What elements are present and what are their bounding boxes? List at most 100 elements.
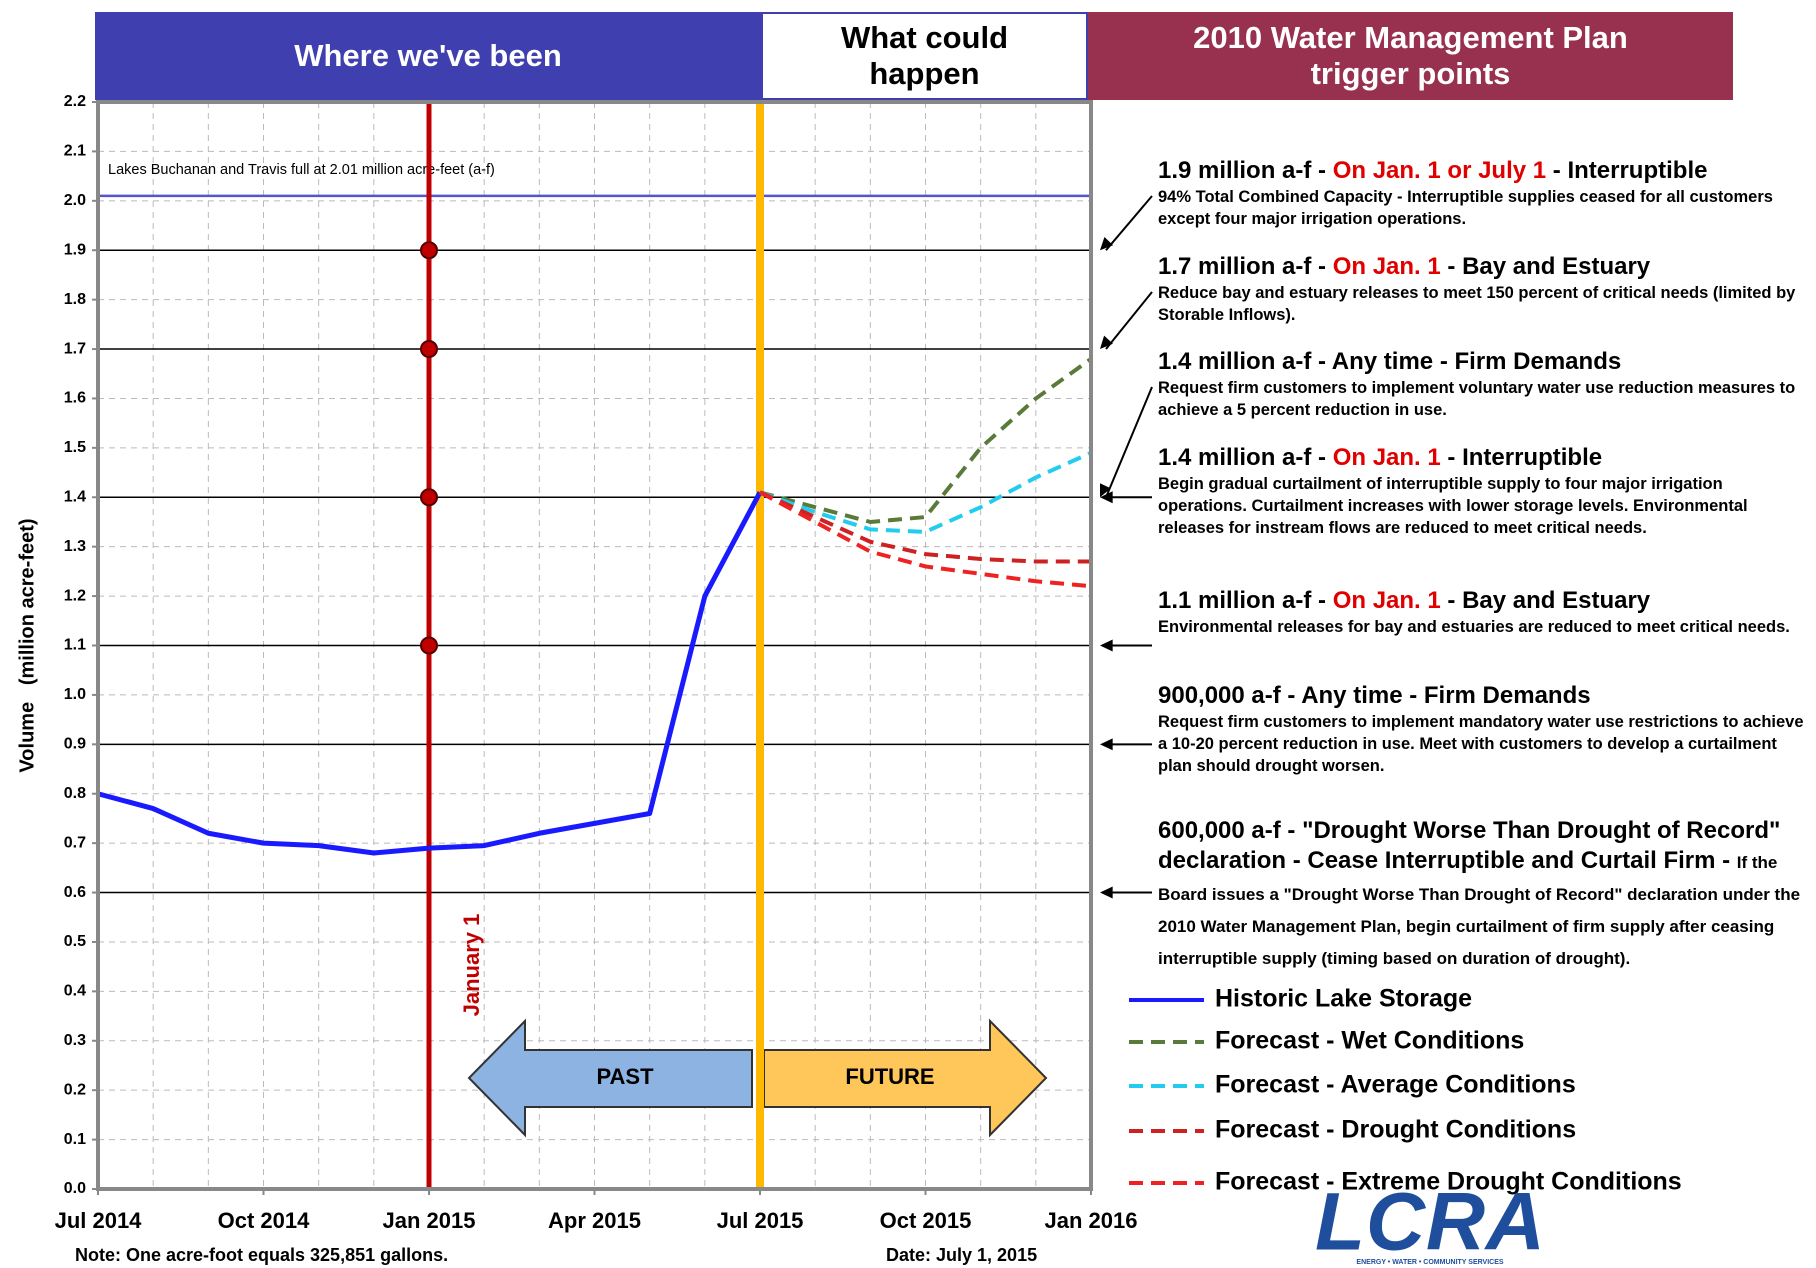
- heading-part: 600,000 a-f - "Drought Worse Than Drough…: [1158, 817, 1781, 874]
- full-label: Lakes Buchanan and Travis full at 2.01 m…: [108, 162, 495, 178]
- pointer-head: [1100, 491, 1113, 504]
- legend-label: Forecast - Extreme Drought Conditions: [1215, 1168, 1682, 1196]
- trigger-text: 1.9 million a-f - On Jan. 1 or July 1 - …: [1158, 156, 1808, 230]
- note: Note: One acre-foot equals 325,851 gallo…: [75, 1245, 448, 1265]
- heading-part: On Jan. 1: [1332, 587, 1441, 614]
- future-arrow: [763, 1018, 1048, 1138]
- pointer-head: [1100, 639, 1113, 652]
- x-tick-label: Jul 2015: [717, 1208, 804, 1233]
- y-tick-label: 1.2: [64, 587, 86, 604]
- series-line: [97, 491, 763, 856]
- pointer-head: [1100, 738, 1113, 751]
- arrow-label: FUTURE: [845, 1064, 934, 1089]
- legend-label: Historic Lake Storage: [1215, 985, 1472, 1013]
- trigger-text: 1.1 million a-f - On Jan. 1 - Bay and Es…: [1158, 586, 1808, 638]
- y-tick-label: 0.8: [64, 785, 86, 802]
- heading-part: - Interruptible: [1546, 157, 1708, 184]
- y-tick-label: 1.1: [64, 637, 86, 654]
- pointer-head: [1100, 886, 1113, 899]
- trigger-marker: [420, 488, 438, 507]
- y-tick-label: 0.6: [64, 884, 86, 901]
- x-tick-label: Jul 2014: [55, 1208, 143, 1233]
- legend-label: Forecast - Average Conditions: [1215, 1071, 1576, 1099]
- y-tick-label: 1.9: [64, 241, 86, 258]
- y-tick-label: 0.9: [64, 736, 86, 753]
- trigger-text: 1.7 million a-f - On Jan. 1 - Bay and Es…: [1158, 252, 1808, 326]
- trigger-text: 1.4 million a-f - Any time - Firm Demand…: [1158, 347, 1808, 421]
- y-tick-label: 1.4: [64, 488, 86, 505]
- trigger-heading: 1.4 million a-f - On Jan. 1 - Interrupti…: [1158, 443, 1808, 473]
- y-tick-label: 0.3: [64, 1032, 86, 1049]
- heading-part: On Jan. 1 or July 1: [1332, 157, 1547, 184]
- series-line: [759, 357, 1093, 524]
- x-tick-label: Apr 2015: [548, 1208, 641, 1233]
- trigger-body: Environmental releases for bay and estua…: [1158, 618, 1790, 636]
- trigger-body: Request firm customers to implement volu…: [1158, 379, 1796, 419]
- series-line: [759, 450, 1092, 534]
- pointer-head: [1100, 335, 1113, 350]
- x-tick-label: Jan 2016: [1045, 1208, 1138, 1233]
- trigger-body: 94% Total Combined Capacity - Interrupti…: [1158, 188, 1773, 228]
- trigger-heading: 1.4 million a-f - Any time - Firm Demand…: [1158, 347, 1808, 377]
- heading-part: 1.4 million a-f - Any time - Firm Demand…: [1158, 348, 1622, 375]
- y-axis-label: Volume (million acre-feet): [16, 518, 38, 772]
- heading-part: - Bay and Estuary: [1440, 587, 1651, 614]
- y-tick-label: 0.5: [64, 933, 86, 950]
- trigger-marker: [420, 241, 438, 260]
- series-line: [759, 490, 1092, 589]
- header-band: Where we've been: [95, 12, 761, 100]
- heading-part: On Jan. 1: [1332, 444, 1441, 471]
- heading-part: 1.1 million a-f -: [1158, 587, 1333, 614]
- y-tick-label: 2.1: [64, 143, 86, 160]
- header-band: 2010 Water Management Plan trigger point…: [1088, 12, 1733, 100]
- y-tick-label: 0.0: [64, 1180, 86, 1197]
- y-tick-label: 0.2: [64, 1081, 86, 1098]
- heading-part: 1.9 million a-f -: [1158, 157, 1333, 184]
- trigger-heading: 1.9 million a-f - On Jan. 1 or July 1 - …: [1158, 156, 1808, 186]
- header-band: What could happen: [761, 12, 1088, 100]
- heading-part: 1.7 million a-f -: [1158, 253, 1333, 280]
- legend-label: Forecast - Wet Conditions: [1215, 1027, 1524, 1055]
- trigger-marker: [420, 636, 438, 655]
- arrow-label: PAST: [596, 1064, 654, 1089]
- y-tick-label: 1.0: [64, 686, 86, 703]
- pointer-arrow: [1105, 386, 1153, 498]
- y-tick-label: 1.8: [64, 291, 86, 308]
- pointer-head: [1099, 483, 1111, 498]
- january-label: January 1: [459, 914, 484, 1017]
- pointer-arrow: [1105, 195, 1153, 251]
- trigger-heading: 600,000 a-f - "Drought Worse Than Drough…: [1158, 816, 1808, 974]
- trigger-marker: [420, 340, 438, 359]
- trigger-body: Request firm customers to implement mand…: [1158, 713, 1804, 775]
- y-tick-label: 1.6: [64, 390, 86, 407]
- trigger-heading: 1.7 million a-f - On Jan. 1 - Bay and Es…: [1158, 252, 1808, 282]
- pointer-arrow: [1105, 291, 1153, 350]
- trigger-heading: 900,000 a-f - Any time - Firm Demands: [1158, 681, 1808, 711]
- pointer-head: [1100, 236, 1114, 251]
- trigger-body: Reduce bay and estuary releases to meet …: [1158, 284, 1796, 324]
- trigger-body: If the Board issues a "Drought Worse Tha…: [1158, 853, 1801, 968]
- y-tick-label: 1.7: [64, 340, 86, 357]
- trigger-body: Begin gradual curtailment of interruptib…: [1158, 475, 1748, 537]
- trigger-text: 900,000 a-f - Any time - Firm Demands Req…: [1158, 681, 1808, 777]
- legend-label: Forecast - Drought Conditions: [1215, 1116, 1576, 1144]
- date: Date: July 1, 2015: [886, 1245, 1037, 1265]
- y-tick-label: 0.4: [64, 983, 86, 1000]
- x-tick-label: Jan 2015: [383, 1208, 476, 1233]
- y-tick-label: 1.3: [64, 538, 86, 555]
- y-tick-label: 2.0: [64, 192, 86, 209]
- past-arrow: [467, 1018, 753, 1138]
- x-tick-label: Oct 2015: [880, 1208, 972, 1233]
- heading-part: 1.4 million a-f -: [1158, 444, 1333, 471]
- heading-part: - Bay and Estuary: [1440, 253, 1651, 280]
- heading-part: 900,000 a-f - Any time - Firm Demands: [1158, 682, 1591, 709]
- heading-part: - Interruptible: [1440, 444, 1603, 471]
- series-line: [759, 490, 1091, 564]
- logo-tagline: ENERGY • WATER • COMMUNITY SERVICES: [1356, 1259, 1503, 1266]
- trigger-text: 600,000 a-f - "Drought Worse Than Drough…: [1158, 816, 1808, 974]
- x-tick-label: Oct 2014: [218, 1208, 310, 1233]
- y-tick-label: 0.1: [64, 1131, 86, 1148]
- y-tick-label: 2.2: [64, 93, 86, 110]
